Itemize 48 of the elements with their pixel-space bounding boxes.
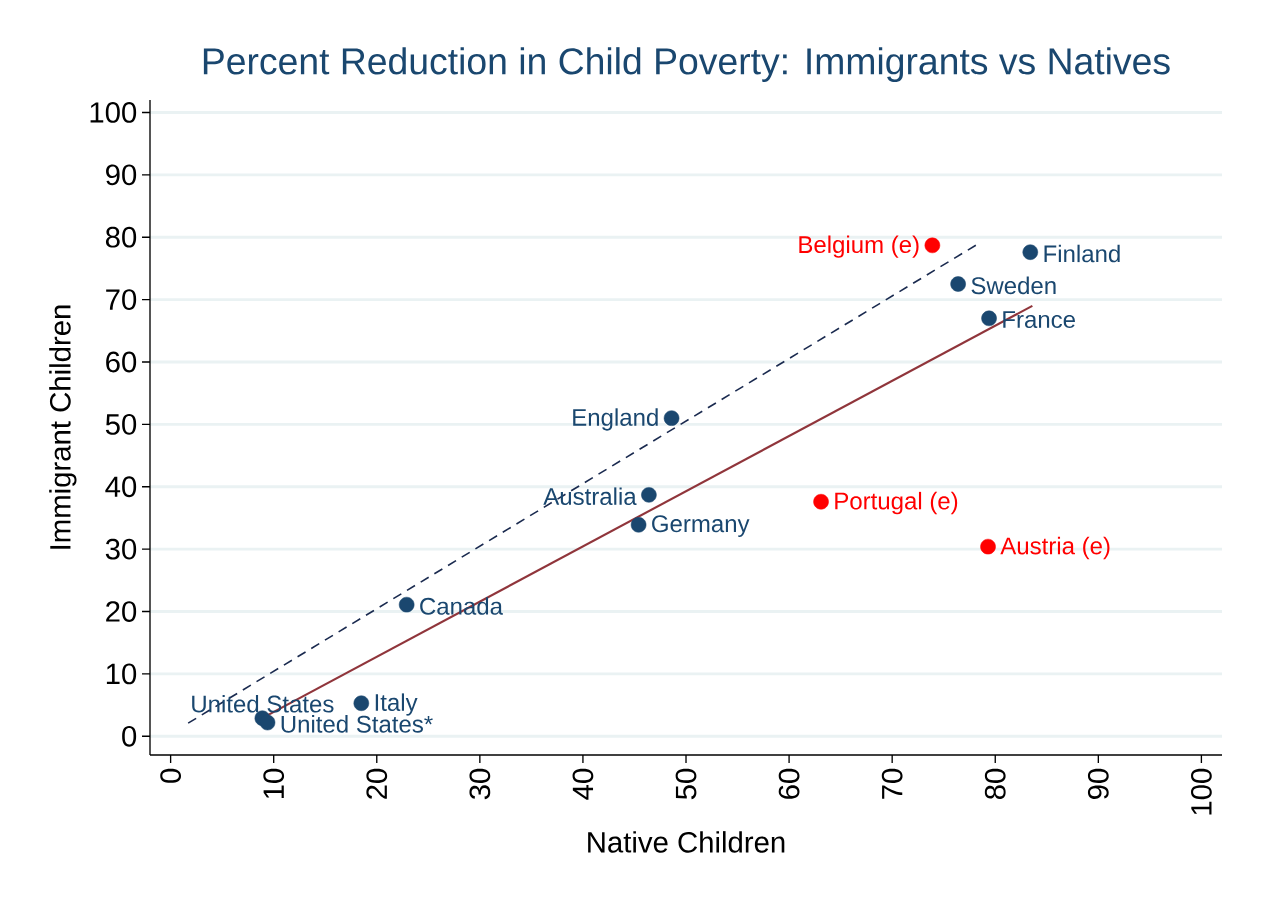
x-tick-label: 80 [984,768,1006,800]
point [813,493,829,510]
x-axis-title: Native Children [588,831,785,853]
y-tick-label: 90 [106,164,137,186]
annotation: Australia [543,487,637,506]
x-tick-label: 30 [469,768,491,800]
x-tick-label: 10 [263,768,285,799]
point [1022,244,1039,260]
annotation: France [1003,311,1075,329]
annotation: Germany [652,515,750,538]
point [924,237,941,254]
point [980,538,996,555]
y-tick-label: 0 [122,725,137,747]
x-tick-label: 50 [675,768,697,800]
y-tick-label: 50 [105,413,137,435]
point [981,310,997,327]
x-tick-label: 0 [160,768,182,783]
y-tick-label: 70 [106,289,137,310]
annotation: United States* [281,715,433,733]
point [398,596,415,613]
point [950,276,966,292]
x-tick-label: 20 [366,768,388,799]
point [259,714,276,731]
point [663,410,680,426]
annotation: Belgium (e) [799,235,919,258]
annotation: Italy [375,693,418,716]
y-axis-title: Immigrant Children [49,305,77,549]
chart-title: Percent Reduction in Child Poverty: Immigrants vs Natives [203,47,1170,82]
x-tick-label: 70 [881,768,903,799]
y-tick-label: 10 [106,663,137,685]
annotation: Finland [1044,244,1120,263]
x-tick-label: 60 [778,768,800,799]
annotation: Austria (e) [1000,536,1110,560]
y-tick-label: 40 [105,476,137,498]
annotation: Sweden [971,276,1056,295]
y-tick-label: 80 [105,226,137,248]
y-tick-label: 30 [105,538,137,560]
x-tick-label: 90 [1087,768,1109,799]
x-tick-label: 40 [572,768,594,800]
point [630,517,647,533]
annotation: England [573,408,658,431]
annotation: Portugal (e) [835,491,958,515]
y-tick-label: 60 [106,351,137,373]
x-tick-label: 100 [1191,768,1212,815]
y-tick-label: 20 [106,601,137,622]
y-tick-label: 100 [90,102,137,123]
point [641,487,657,503]
point [353,695,370,711]
